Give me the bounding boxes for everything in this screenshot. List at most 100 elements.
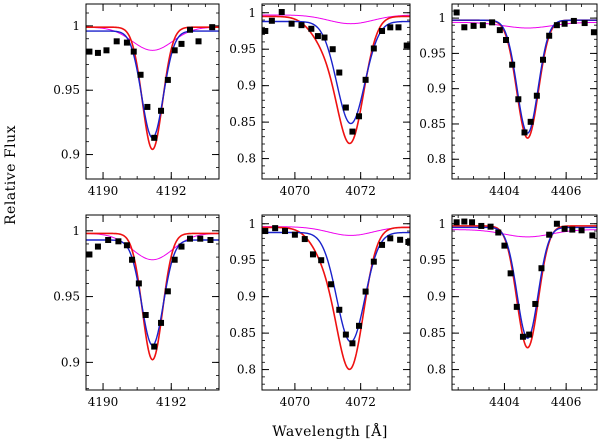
observed-point bbox=[395, 24, 402, 31]
model-curves bbox=[86, 232, 219, 361]
y-tick-label: 0.9 bbox=[61, 148, 80, 162]
observed-point bbox=[288, 20, 295, 27]
observed-point bbox=[589, 232, 596, 239]
observed-points bbox=[86, 235, 214, 350]
observed-point bbox=[137, 71, 144, 78]
x-tick-label: 4192 bbox=[156, 395, 187, 409]
observed-point bbox=[298, 22, 305, 29]
observed-point bbox=[308, 25, 315, 32]
observed-point bbox=[349, 340, 356, 347]
x-tick-label: 4190 bbox=[88, 184, 119, 198]
observed-point bbox=[470, 22, 477, 29]
observed-point bbox=[207, 237, 214, 243]
observed-point bbox=[578, 227, 585, 234]
observed-point bbox=[515, 96, 522, 103]
observed-point bbox=[519, 333, 526, 340]
observed-point bbox=[379, 27, 386, 34]
observed-point bbox=[268, 17, 275, 24]
observed-point bbox=[129, 256, 136, 263]
minor-ticks bbox=[452, 3, 598, 179]
observed-point bbox=[507, 270, 514, 277]
observed-point bbox=[526, 331, 533, 338]
red-model-line bbox=[452, 225, 597, 349]
observed-point bbox=[123, 242, 130, 249]
observed-point bbox=[527, 118, 534, 125]
observed-point bbox=[387, 235, 394, 242]
observed-points bbox=[262, 225, 410, 347]
observed-point bbox=[487, 223, 494, 230]
observed-point bbox=[142, 312, 149, 318]
observed-point bbox=[86, 48, 93, 55]
observed-point bbox=[272, 225, 279, 232]
y-tick-label: 0.95 bbox=[53, 83, 80, 97]
observed-point bbox=[314, 33, 321, 40]
observed-point bbox=[301, 236, 308, 243]
observed-point bbox=[262, 27, 269, 34]
y-tick-label: 0.95 bbox=[229, 42, 256, 56]
x-tick-label: 4406 bbox=[551, 395, 582, 409]
y-tick-label: 1 bbox=[248, 6, 256, 20]
observed-point bbox=[86, 251, 93, 258]
observed-point bbox=[282, 228, 289, 235]
y-tick-label: 0.9 bbox=[237, 290, 256, 304]
blue-model-line bbox=[452, 19, 597, 134]
observed-point bbox=[135, 280, 142, 287]
x-tick-label: 4190 bbox=[88, 395, 119, 409]
spectrum-panel-3: 4404 4406 0.8 0.85 0.9 0.95 1 bbox=[419, 3, 598, 198]
observed-point bbox=[453, 9, 460, 16]
observed-point bbox=[158, 107, 165, 114]
observed-point bbox=[278, 9, 285, 16]
observed-point bbox=[151, 134, 158, 141]
observed-point bbox=[178, 40, 185, 47]
observed-point bbox=[115, 238, 122, 245]
observed-point bbox=[329, 46, 336, 53]
observed-point bbox=[171, 256, 178, 263]
red-model-line bbox=[86, 232, 219, 361]
observed-points bbox=[453, 9, 597, 136]
y-tick-label: 1 bbox=[72, 19, 80, 33]
y-tick-label: 0.85 bbox=[229, 326, 256, 340]
observed-points bbox=[453, 218, 596, 340]
observed-point bbox=[513, 303, 520, 310]
observed-point bbox=[501, 242, 508, 249]
y-tick-label: 1 bbox=[72, 224, 80, 238]
observed-point bbox=[479, 22, 486, 29]
y-tick-label: 1 bbox=[438, 11, 446, 25]
observed-point bbox=[532, 300, 539, 307]
observed-points bbox=[86, 24, 216, 141]
observed-point bbox=[569, 226, 576, 233]
observed-point bbox=[328, 281, 335, 288]
x-tick-label: 4072 bbox=[345, 395, 376, 409]
observed-point bbox=[538, 265, 545, 272]
observed-point bbox=[105, 237, 112, 243]
observed-point bbox=[405, 238, 410, 245]
y-tick-label: 0.9 bbox=[427, 290, 446, 304]
red-model-line bbox=[262, 15, 410, 145]
observed-point bbox=[356, 113, 363, 120]
observed-point bbox=[123, 39, 130, 46]
panel-frame bbox=[451, 3, 598, 180]
observed-point bbox=[103, 47, 110, 54]
x-tick-label: 4406 bbox=[551, 184, 582, 198]
panel-frame bbox=[85, 214, 220, 391]
observed-point bbox=[197, 235, 204, 242]
observed-point bbox=[570, 17, 577, 24]
observed-point bbox=[461, 218, 468, 225]
observed-point bbox=[178, 243, 185, 250]
y-tick-label: 0.8 bbox=[237, 152, 256, 166]
x-tick-label: 4192 bbox=[156, 184, 187, 198]
y-tick-label: 0.85 bbox=[419, 326, 446, 340]
observed-point bbox=[370, 258, 377, 265]
model-curves bbox=[262, 226, 410, 371]
magenta-model-line bbox=[86, 233, 219, 261]
y-tick-label: 0.95 bbox=[229, 253, 256, 267]
spectrum-panel-1: 4190 4192 0.9 0.95 1 bbox=[53, 3, 220, 198]
observed-point bbox=[533, 92, 540, 99]
y-tick-label: 0.8 bbox=[237, 363, 256, 377]
observed-point bbox=[349, 128, 356, 135]
observed-point bbox=[94, 243, 101, 250]
observed-point bbox=[379, 241, 386, 248]
observed-point bbox=[553, 22, 560, 29]
